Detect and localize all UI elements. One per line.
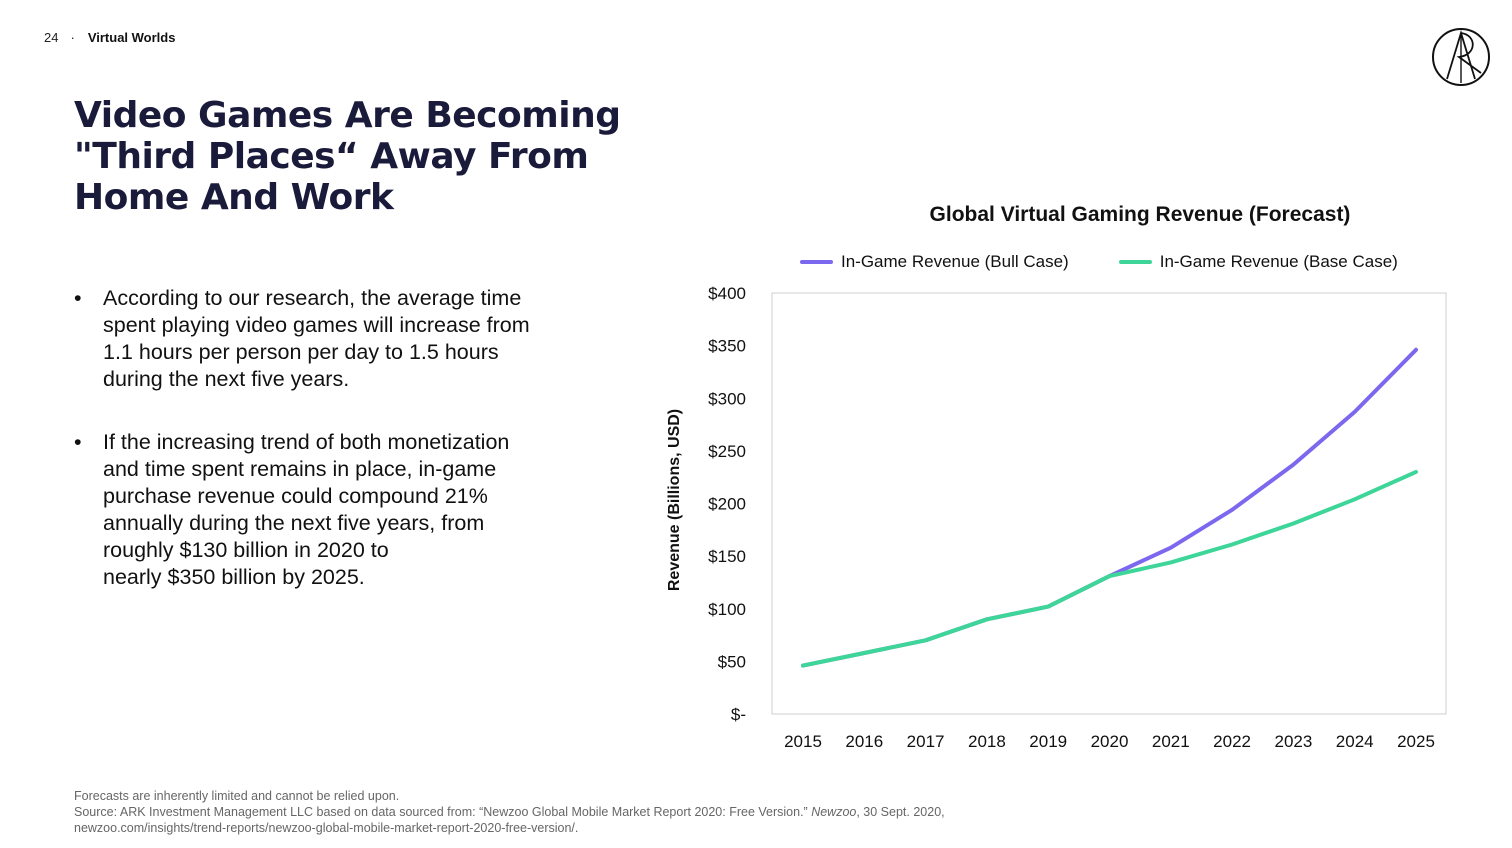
x-tick-label: 2015 [784, 732, 822, 751]
series-line-bull-case [801, 347, 1418, 668]
section-name: Virtual Worlds [87, 30, 176, 45]
x-tick-label: 2020 [1091, 732, 1129, 751]
chart-legend: In-Game Revenue (Bull Case) In-Game Reve… [800, 252, 1448, 272]
slide-title: Video Games Are Becoming "Third Places“ … [74, 95, 621, 218]
footer-source-date: , 30 Sept. 2020, [856, 805, 945, 819]
x-tick-label: 2022 [1213, 732, 1251, 751]
legend-item-bull: In-Game Revenue (Bull Case) [800, 252, 1069, 272]
y-tick-label: $250 [708, 442, 746, 461]
footer-source-publisher: Newzoo [811, 805, 857, 819]
legend-swatch-base [1118, 260, 1152, 264]
x-tick-label: 2023 [1274, 732, 1312, 751]
bullet-mark: • [74, 430, 82, 454]
header-separator: · [70, 30, 75, 45]
series-line-base-case [801, 469, 1418, 668]
x-tick-label: 2024 [1336, 732, 1374, 751]
y-axis-label: Revenue (Billions, USD) [666, 409, 683, 591]
y-tick-label: $200 [708, 495, 746, 514]
x-tick-label: 2017 [907, 732, 945, 751]
slide-header: 24 · Virtual Worlds [44, 30, 175, 45]
footer-notes: Forecasts are inherently limited and can… [74, 788, 945, 836]
page-number: 24 [44, 30, 59, 45]
y-tick-label: $- [731, 705, 746, 724]
chart-title: Global Virtual Gaming Revenue (Forecast) [929, 203, 1351, 226]
legend-swatch-bull [800, 260, 833, 264]
bullet-mark: • [74, 286, 82, 310]
x-tick-label: 2019 [1029, 732, 1067, 751]
bullet-text: If the increasing trend of both monetiza… [103, 430, 510, 589]
bullet-text: According to our research, the average t… [103, 286, 530, 391]
y-tick-label: $350 [708, 337, 746, 356]
footer-source-url: newzoo.com/insights/trend-reports/newzoo… [74, 821, 579, 835]
footer-disclaimer: Forecasts are inherently limited and can… [74, 789, 400, 803]
x-tick-label: 2021 [1152, 732, 1190, 751]
y-tick-label: $50 [718, 652, 746, 671]
legend-label-bull: In-Game Revenue (Bull Case) [841, 252, 1069, 271]
x-tick-label: 2016 [845, 732, 883, 751]
revenue-line-chart: $- $50 $100 $150 $200 $250 $300 $350 $400 2015 20… [666, 284, 1447, 751]
x-tick-label: 2025 [1397, 732, 1435, 751]
y-tick-label: $400 [708, 284, 746, 303]
x-tick-label: 2018 [968, 732, 1006, 751]
bullet-item: • If the increasing trend of both moneti… [74, 429, 614, 591]
footer-source: Source: ARK Investment Management LLC ba… [74, 804, 945, 820]
y-tick-label: $300 [708, 389, 746, 408]
y-tick-label: $100 [708, 600, 746, 619]
legend-label-base: In-Game Revenue (Base Case) [1159, 252, 1398, 271]
y-tick-label: $150 [708, 547, 746, 566]
legend-item-base: In-Game Revenue (Base Case) [1118, 252, 1398, 272]
footer-source-text: Source: ARK Investment Management LLC ba… [74, 805, 812, 819]
bullet-item: • According to our research, the average… [74, 285, 614, 393]
bullet-list: • According to our research, the average… [74, 285, 614, 627]
plot-area-frame [771, 292, 1447, 715]
ark-logo-icon [1432, 28, 1490, 86]
